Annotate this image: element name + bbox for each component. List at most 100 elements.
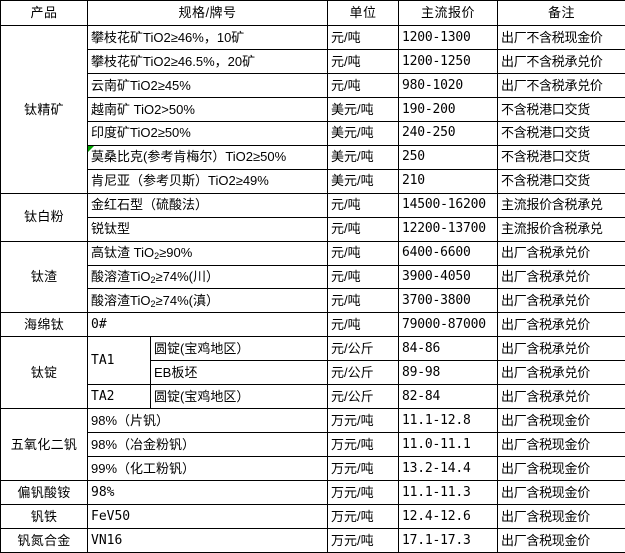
grade-cell: TA2 bbox=[87, 384, 151, 410]
price-cell: 13.2-14.4 bbox=[398, 456, 498, 482]
spec-cell: 圆锭(宝鸡地区） bbox=[150, 384, 328, 410]
spec-cell: 肯尼亚（参考贝斯）TiO2≥49% bbox=[87, 168, 328, 194]
table-row: EB板坯 元/公斤 89-98 出厂含税承兑价 bbox=[1, 360, 625, 386]
table-row: 海绵钛 0# 元/吨 79000-87000 出厂含税承兑价 bbox=[0, 312, 625, 338]
price-cell: 14500-16200 bbox=[398, 192, 498, 218]
spec-text: 98%（片钒） bbox=[91, 412, 170, 428]
table-header: 产品 规格/牌号 单位 主流报价 备注 bbox=[0, 0, 625, 26]
price-cell: 82-84 bbox=[398, 384, 498, 410]
spec-text-suffix: ≥74%(滇） bbox=[155, 293, 219, 309]
spec-cell: 圆锭(宝鸡地区） bbox=[150, 336, 328, 362]
unit-cell: 元/吨 bbox=[327, 192, 399, 218]
table-row: 钒氮合金 VN16 万元/吨 17.1-17.3 出厂含税现金价 bbox=[0, 528, 625, 553]
price-cell: 1200-1300 bbox=[398, 25, 498, 50]
unit-cell: 元/吨 bbox=[327, 48, 399, 74]
spec-text-suffix: ≥90% bbox=[159, 245, 193, 261]
product-name-cell: 海绵钛 bbox=[0, 312, 88, 338]
remark-cell: 不含税港口交货 bbox=[497, 168, 625, 194]
header-row: 产品 规格/牌号 单位 主流报价 备注 bbox=[0, 0, 625, 26]
table-row: 锐钛型 元/吨 12200-13700 主流报价含税承兑 bbox=[1, 216, 625, 242]
remark-cell: 出厂含税承兑价 bbox=[497, 384, 625, 410]
remark-cell: 出厂含税承兑价 bbox=[497, 240, 625, 266]
table-row: 越南矿 TiO2>50% 美元/吨 190-200 不含税港口交货 bbox=[1, 96, 625, 122]
price-cell: 250 bbox=[398, 144, 498, 170]
column-header-product: 产品 bbox=[0, 0, 88, 26]
price-cell: 210 bbox=[398, 168, 498, 194]
spec-text: FeV50 bbox=[91, 508, 131, 524]
price-cell: 980-1020 bbox=[398, 72, 498, 98]
table-row: 酸溶渣TiO2≥74%(滇） 元/吨 3700-3800 出厂含税承兑价 bbox=[1, 288, 625, 314]
spec-text: 圆锭(宝鸡地区） bbox=[154, 341, 250, 357]
spec-subscript: 2 bbox=[150, 299, 156, 310]
unit-cell: 美元/吨 bbox=[327, 120, 399, 146]
spec-text: 98% bbox=[91, 484, 115, 500]
unit-cell: 元/吨 bbox=[327, 216, 399, 242]
spec-text: 金红石型（硫酸法） bbox=[91, 197, 209, 213]
spec-cell: EB板坯 bbox=[150, 360, 328, 386]
price-cell: 1200-1250 bbox=[398, 48, 498, 74]
spec-subscript: 2 bbox=[150, 275, 156, 286]
spec-subscript: 2 bbox=[154, 251, 160, 262]
spec-cell: FeV50 bbox=[87, 504, 328, 530]
remark-cell: 出厂不含税现金价 bbox=[497, 25, 625, 50]
spec-text: 锐钛型 bbox=[91, 221, 131, 237]
column-header-remark: 备注 bbox=[497, 0, 625, 26]
product-name-cell: 钛渣 bbox=[0, 240, 88, 314]
remark-cell: 不含税港口交货 bbox=[497, 144, 625, 170]
table-body: 钛精矿 攀枝花矿TiO2≥46%，10矿 元/吨 1200-1300 出厂不含税现金价攀… bbox=[0, 25, 625, 553]
spec-cell: 98%（片钒） bbox=[87, 408, 328, 434]
unit-cell: 万元/吨 bbox=[327, 432, 399, 458]
price-cell: 11.1-12.8 bbox=[398, 408, 498, 434]
unit-cell: 万元/吨 bbox=[327, 456, 399, 482]
unit-cell: 美元/吨 bbox=[327, 168, 399, 194]
spec-cell: 98%（冶金粉钒） bbox=[87, 432, 328, 458]
price-cell: 12.4-12.6 bbox=[398, 504, 498, 530]
price-cell: 190-200 bbox=[398, 96, 498, 122]
table-row: 偏钒酸铵 98% 万元/吨 11.1-11.3 出厂含税现金价 bbox=[0, 480, 625, 506]
remark-cell: 出厂含税承兑价 bbox=[497, 360, 625, 386]
unit-cell: 万元/吨 bbox=[327, 480, 399, 506]
spec-text: 越南矿 TiO2>50% bbox=[91, 101, 195, 117]
table-row: 莫桑比克(参考肯梅尔）TiO2≥50% 美元/吨 250 不含税港口交货 bbox=[1, 144, 625, 170]
spec-cell: 攀枝花矿TiO2≥46%，10矿 bbox=[87, 25, 328, 50]
unit-cell: 元/公斤 bbox=[327, 360, 399, 386]
remark-cell: 不含税港口交货 bbox=[497, 120, 625, 146]
table-row: 攀枝花矿TiO2≥46.5%，20矿 元/吨 1200-1250 出厂不含税承兑价 bbox=[1, 48, 625, 74]
remark-cell: 出厂含税承兑价 bbox=[497, 312, 625, 338]
spec-cell: 攀枝花矿TiO2≥46.5%，20矿 bbox=[87, 48, 328, 74]
table-row: TA2 圆锭(宝鸡地区） 元/公斤 82-84 出厂含税承兑价 bbox=[1, 384, 625, 410]
table-row: 钛精矿 攀枝花矿TiO2≥46%，10矿 元/吨 1200-1300 出厂不含税现金价 bbox=[0, 25, 625, 194]
price-cell: 3900-4050 bbox=[398, 264, 498, 290]
table-row: 印度矿TiO2≥50% 美元/吨 240-250 不含税港口交货 bbox=[1, 120, 625, 146]
price-cell: 6400-6600 bbox=[398, 240, 498, 266]
unit-cell: 万元/吨 bbox=[327, 528, 399, 553]
spec-cell: 云南矿TiO2≥45% bbox=[87, 72, 328, 98]
remark-cell: 不含税港口交货 bbox=[497, 96, 625, 122]
price-cell: 84-86 bbox=[398, 336, 498, 362]
grade-cell: TA1 bbox=[87, 336, 151, 386]
unit-cell: 元/吨 bbox=[327, 72, 399, 98]
spec-cell: 酸溶渣TiO2≥74%(川） bbox=[87, 264, 328, 290]
spec-cell: VN16 bbox=[87, 528, 328, 553]
spec-cell: 越南矿 TiO2>50% bbox=[87, 96, 328, 122]
spec-cell: 酸溶渣TiO2≥74%(滇） bbox=[87, 288, 328, 314]
unit-cell: 元/吨 bbox=[327, 312, 399, 338]
product-name-cell: 钒氮合金 bbox=[0, 528, 88, 553]
unit-cell: 元/公斤 bbox=[327, 384, 399, 410]
remark-cell: 出厂含税现金价 bbox=[497, 504, 625, 530]
remark-cell: 出厂不含税承兑价 bbox=[497, 72, 625, 98]
unit-cell: 元/吨 bbox=[327, 25, 399, 50]
product-name-cell: 钛精矿 bbox=[0, 25, 88, 194]
unit-cell: 元/吨 bbox=[327, 264, 399, 290]
table-row: 99%（化工粉钒） 万元/吨 13.2-14.4 出厂含税现金价 bbox=[1, 456, 625, 482]
unit-cell: 元/公斤 bbox=[327, 336, 399, 362]
remark-cell: 出厂不含税承兑价 bbox=[497, 48, 625, 74]
table-row: 钛渣 高钛渣 TiO2≥90% 元/吨 6400-6600 出厂含税承兑价 bbox=[0, 240, 625, 314]
spec-text-prefix: 酸溶渣TiO bbox=[91, 293, 151, 309]
spec-cell: 莫桑比克(参考肯梅尔）TiO2≥50% bbox=[87, 144, 328, 170]
spec-cell: 98% bbox=[87, 480, 328, 506]
spec-cell: 99%（化工粉钒） bbox=[87, 456, 328, 482]
price-cell: 89-98 bbox=[398, 360, 498, 386]
spec-text: 0# bbox=[91, 317, 107, 333]
